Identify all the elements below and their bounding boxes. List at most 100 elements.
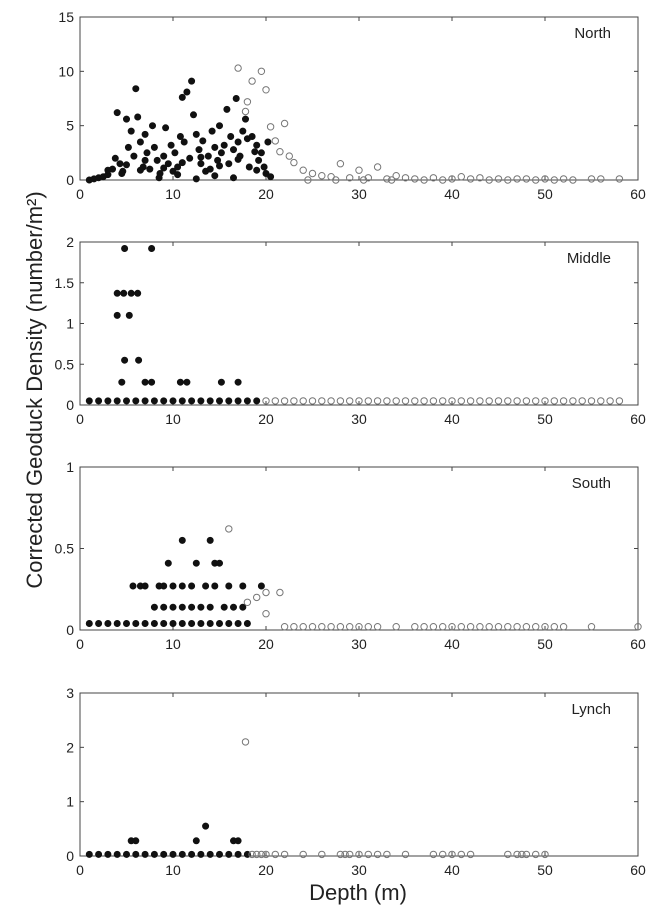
x-tick-label: 10 [165, 862, 181, 878]
open-point [466, 850, 475, 859]
open-point [355, 850, 363, 859]
open-point [550, 397, 558, 405]
filled-point [111, 154, 119, 162]
open-point [522, 397, 531, 405]
open-point [271, 397, 279, 405]
open-point [299, 166, 307, 174]
filled-point [183, 378, 191, 386]
filled-point [104, 619, 112, 627]
open-point [587, 623, 596, 631]
filled-point [169, 582, 177, 590]
y-axis-title: Corrected Geoduck Density (number/m²) [22, 191, 47, 588]
filled-point [178, 582, 186, 590]
y-tick-label: 0 [66, 622, 74, 638]
filled-point [113, 619, 121, 627]
open-point [494, 623, 503, 631]
filled-point [113, 850, 121, 858]
open-point [364, 397, 372, 405]
x-tick-label: 0 [76, 636, 84, 652]
open-point [299, 850, 307, 859]
open-point [448, 175, 456, 183]
open-point [439, 176, 447, 184]
filled-point [225, 160, 233, 168]
filled-point [127, 127, 135, 135]
filled-point [153, 156, 161, 164]
y-tick-label: 1 [66, 794, 74, 810]
filled-point [245, 163, 253, 171]
filled-point [216, 619, 224, 627]
filled-point [216, 559, 224, 567]
filled-point [197, 619, 205, 627]
filled-point [121, 356, 129, 364]
open-point [257, 67, 266, 76]
filled-point [257, 582, 265, 590]
open-point [504, 623, 512, 631]
open-point [513, 623, 521, 631]
filled-point [150, 397, 158, 405]
filled-point [150, 850, 158, 858]
filled-point [95, 619, 103, 627]
filled-point [217, 149, 225, 157]
filled-point [162, 124, 170, 132]
filled-point [192, 130, 200, 138]
filled-point [141, 156, 149, 164]
filled-point [234, 850, 242, 858]
filled-point [211, 172, 219, 180]
open-point [606, 397, 614, 405]
open-point [243, 598, 252, 606]
open-point [383, 397, 391, 405]
open-point [476, 623, 484, 631]
filled-point [141, 397, 149, 405]
filled-point [264, 138, 272, 146]
y-tick-label: 0 [66, 172, 74, 188]
open-point [522, 623, 531, 631]
open-point [276, 588, 284, 597]
open-point [262, 850, 270, 859]
filled-point [186, 154, 194, 162]
open-point [271, 850, 279, 859]
y-tick-label: 1 [66, 316, 74, 332]
open-point [587, 397, 596, 405]
open-point [448, 623, 456, 631]
y-tick-label: 1 [66, 459, 74, 475]
filled-point [123, 619, 131, 627]
open-point [559, 623, 568, 631]
filled-point [113, 109, 121, 117]
plot-frame [79, 692, 639, 857]
filled-point [85, 619, 93, 627]
open-point [266, 123, 275, 131]
x-tick-label: 10 [165, 636, 181, 652]
filled-point [217, 378, 225, 386]
filled-point [141, 850, 149, 858]
filled-point [188, 397, 196, 405]
open-point [448, 397, 456, 405]
open-point [373, 623, 382, 631]
filled-point [146, 165, 154, 173]
filled-point [239, 127, 247, 135]
x-tick-label: 40 [444, 636, 460, 652]
x-tick-label: 30 [351, 186, 367, 202]
filled-point [134, 289, 142, 297]
filled-point [134, 113, 142, 121]
open-point [262, 588, 270, 597]
filled-point [206, 850, 214, 858]
open-point [532, 623, 540, 631]
open-point [420, 623, 428, 631]
filled-point [169, 619, 177, 627]
open-point [285, 152, 293, 160]
filled-point [85, 397, 93, 405]
open-point [439, 397, 447, 405]
open-point [457, 623, 465, 631]
open-point [336, 623, 345, 631]
open-point [559, 175, 568, 183]
open-point [532, 850, 540, 859]
filled-point [136, 166, 144, 174]
filled-point [220, 141, 228, 149]
filled-point [132, 619, 140, 627]
open-point [318, 623, 326, 631]
filled-point [160, 582, 168, 590]
open-point [392, 623, 400, 631]
x-tick-label: 40 [444, 186, 460, 202]
open-point [355, 397, 363, 405]
open-point [346, 174, 354, 182]
